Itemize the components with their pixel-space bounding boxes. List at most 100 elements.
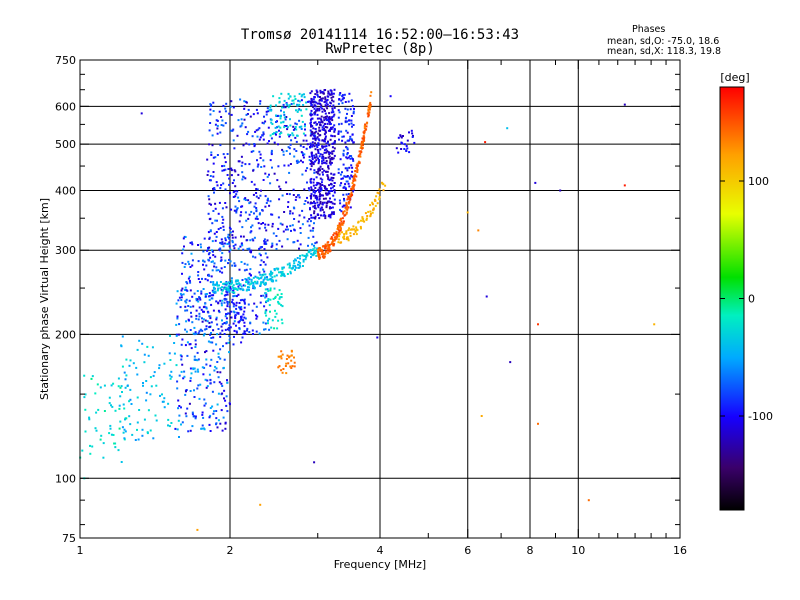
data-point	[220, 304, 223, 307]
data-point	[278, 101, 281, 104]
data-point	[331, 99, 333, 102]
data-point	[537, 422, 539, 425]
data-point	[201, 320, 204, 323]
data-point	[310, 100, 312, 103]
data-point	[356, 169, 359, 171]
data-point	[318, 173, 321, 176]
data-point	[323, 133, 326, 136]
data-point	[265, 314, 268, 317]
data-point	[362, 137, 365, 140]
data-point	[341, 102, 344, 105]
data-point	[274, 297, 277, 299]
data-point	[235, 330, 238, 333]
data-point	[333, 135, 336, 138]
data-point	[231, 291, 234, 294]
data-point	[215, 300, 218, 303]
data-point	[282, 106, 285, 109]
data-point	[274, 315, 277, 318]
data-point	[303, 125, 306, 128]
data-point	[342, 220, 345, 223]
data-point	[224, 259, 227, 262]
data-point	[276, 179, 279, 182]
data-point	[278, 132, 281, 135]
data-point	[332, 100, 335, 103]
data-point	[244, 284, 247, 287]
data-point	[306, 254, 309, 257]
data-point	[323, 119, 326, 122]
data-point	[221, 207, 224, 210]
data-point	[262, 294, 265, 297]
data-point	[397, 136, 400, 139]
data-point	[221, 429, 224, 432]
data-point	[219, 144, 222, 147]
data-point	[324, 252, 327, 255]
data-point	[275, 114, 277, 117]
data-point	[136, 348, 139, 351]
data-point	[260, 281, 263, 284]
data-point	[216, 426, 219, 429]
data-point	[209, 229, 212, 232]
data-point	[243, 118, 246, 121]
data-point	[268, 278, 271, 281]
y-tick-label: 400	[55, 184, 76, 197]
data-point	[318, 217, 321, 220]
data-point	[353, 228, 356, 231]
data-point	[280, 274, 283, 277]
data-point	[222, 345, 224, 348]
data-point	[329, 122, 332, 125]
data-point	[316, 181, 319, 184]
data-point	[330, 207, 332, 209]
data-point	[285, 103, 288, 106]
data-point	[243, 330, 246, 333]
data-point	[232, 295, 235, 298]
data-point	[228, 305, 231, 308]
data-point	[250, 280, 253, 283]
data-point	[319, 121, 322, 124]
data-point	[382, 189, 385, 192]
data-point	[109, 427, 112, 430]
data-point	[254, 256, 257, 259]
data-point	[313, 145, 316, 148]
data-point	[231, 182, 234, 184]
data-point	[316, 109, 319, 112]
data-point	[221, 119, 224, 122]
data-point	[291, 212, 294, 215]
data-point	[242, 313, 245, 316]
data-point	[330, 128, 333, 130]
data-point	[222, 225, 225, 228]
data-point	[209, 175, 212, 177]
data-point	[212, 294, 215, 297]
data-point	[178, 323, 181, 326]
data-point	[201, 317, 203, 320]
data-point	[302, 132, 305, 135]
data-point	[359, 225, 362, 228]
data-point	[247, 286, 249, 289]
data-point	[316, 102, 319, 105]
data-point	[318, 126, 321, 129]
data-point	[293, 262, 296, 265]
data-point	[332, 150, 335, 153]
data-point	[202, 310, 204, 313]
data-point	[96, 383, 99, 386]
data-point	[341, 205, 344, 208]
data-point	[310, 216, 313, 219]
data-point	[280, 131, 283, 134]
data-point	[184, 309, 187, 312]
data-point	[255, 108, 258, 111]
data-point	[314, 187, 317, 189]
data-point	[191, 295, 194, 298]
data-point	[266, 239, 269, 242]
data-point	[270, 273, 273, 276]
data-point	[243, 105, 246, 108]
data-point	[252, 287, 255, 290]
data-point	[180, 423, 182, 426]
data-point	[477, 229, 480, 232]
data-point	[347, 197, 350, 200]
data-point	[321, 252, 324, 255]
data-point	[215, 423, 217, 426]
data-point	[236, 282, 239, 285]
data-point	[122, 431, 125, 434]
data-point	[281, 371, 284, 374]
data-point	[346, 204, 348, 207]
data-point	[260, 259, 263, 262]
